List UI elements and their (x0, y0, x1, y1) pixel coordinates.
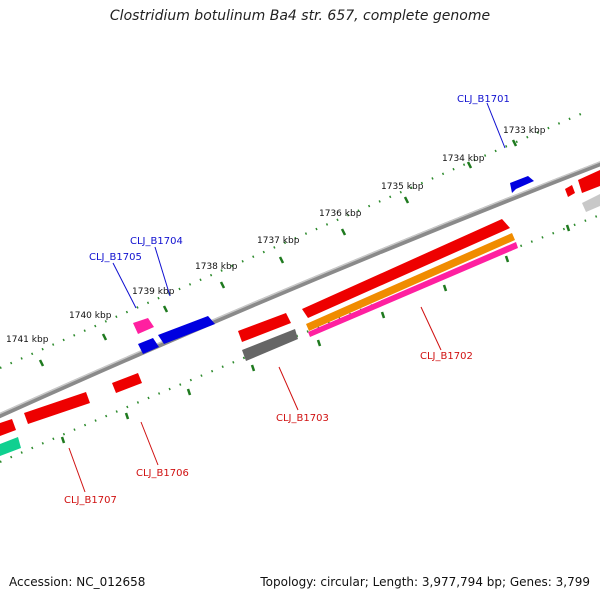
gene-feature-forward[interactable] (578, 170, 600, 193)
gene-label-clj-b1702[interactable]: CLJ_B1702 (420, 351, 473, 362)
reverse-major-ticks (60, 224, 571, 444)
reverse-features (0, 233, 518, 456)
gene-feature-forward[interactable] (565, 185, 575, 197)
gene-feature-forward[interactable] (158, 316, 215, 344)
gene-feature-reverse[interactable] (0, 437, 21, 456)
map-title: Clostridium botulinum Ba4 str. 657, comp… (109, 8, 491, 24)
gene-label-clj-b1703[interactable]: CLJ_B1703 (276, 413, 329, 424)
gene-label-clj-b1706[interactable]: CLJ_B1706 (136, 468, 189, 479)
genome-summary: Topology: circular; Length: 3,977,794 bp… (260, 575, 590, 589)
scale-label-1739: 1739 kbp (132, 287, 175, 297)
scale-label-1737: 1737 kbp (257, 236, 300, 246)
gene-feature-reverse[interactable] (306, 233, 515, 331)
gene-feature-forward[interactable] (138, 338, 159, 354)
gene-feature-forward[interactable] (510, 176, 534, 193)
scale-label-1736: 1736 kbp (319, 209, 362, 219)
gene-feature-reverse[interactable] (24, 392, 90, 424)
gene-label-clj-b1701[interactable]: CLJ_B1701 (457, 94, 510, 105)
gene-label-clj-b1707[interactable]: CLJ_B1707 (64, 495, 117, 506)
scale-label-1738: 1738 kbp (195, 262, 238, 272)
gene-feature-forward[interactable] (582, 194, 600, 212)
label-leaders (68, 102, 506, 493)
genome-backbone-highlight (0, 161, 600, 415)
gene-feature-reverse[interactable] (0, 419, 16, 436)
scale-label-1740: 1740 kbp (69, 311, 112, 321)
gene-feature-reverse[interactable] (112, 373, 142, 393)
gene-feature-forward[interactable] (302, 219, 510, 318)
forward-major-ticks (38, 139, 518, 367)
scale-label-1734: 1734 kbp (442, 154, 485, 164)
accession-label: Accession: NC_012658 (9, 575, 146, 589)
gene-feature-forward[interactable] (133, 318, 154, 334)
forward-scale-track (0, 108, 591, 370)
gene-feature-reverse[interactable] (242, 329, 298, 361)
gene-label-clj-b1704[interactable]: CLJ_B1704 (130, 236, 183, 247)
gene-feature-reverse[interactable] (308, 242, 518, 337)
genome-backbone (0, 161, 600, 419)
scale-label-1741: 1741 kbp (6, 335, 49, 345)
forward-features (133, 170, 600, 354)
gene-label-clj-b1705[interactable]: CLJ_B1705 (89, 252, 142, 263)
gene-feature-forward[interactable] (238, 313, 291, 342)
scale-label-1735: 1735 kbp (381, 182, 424, 192)
scale-label-1733: 1733 kbp (503, 126, 546, 136)
